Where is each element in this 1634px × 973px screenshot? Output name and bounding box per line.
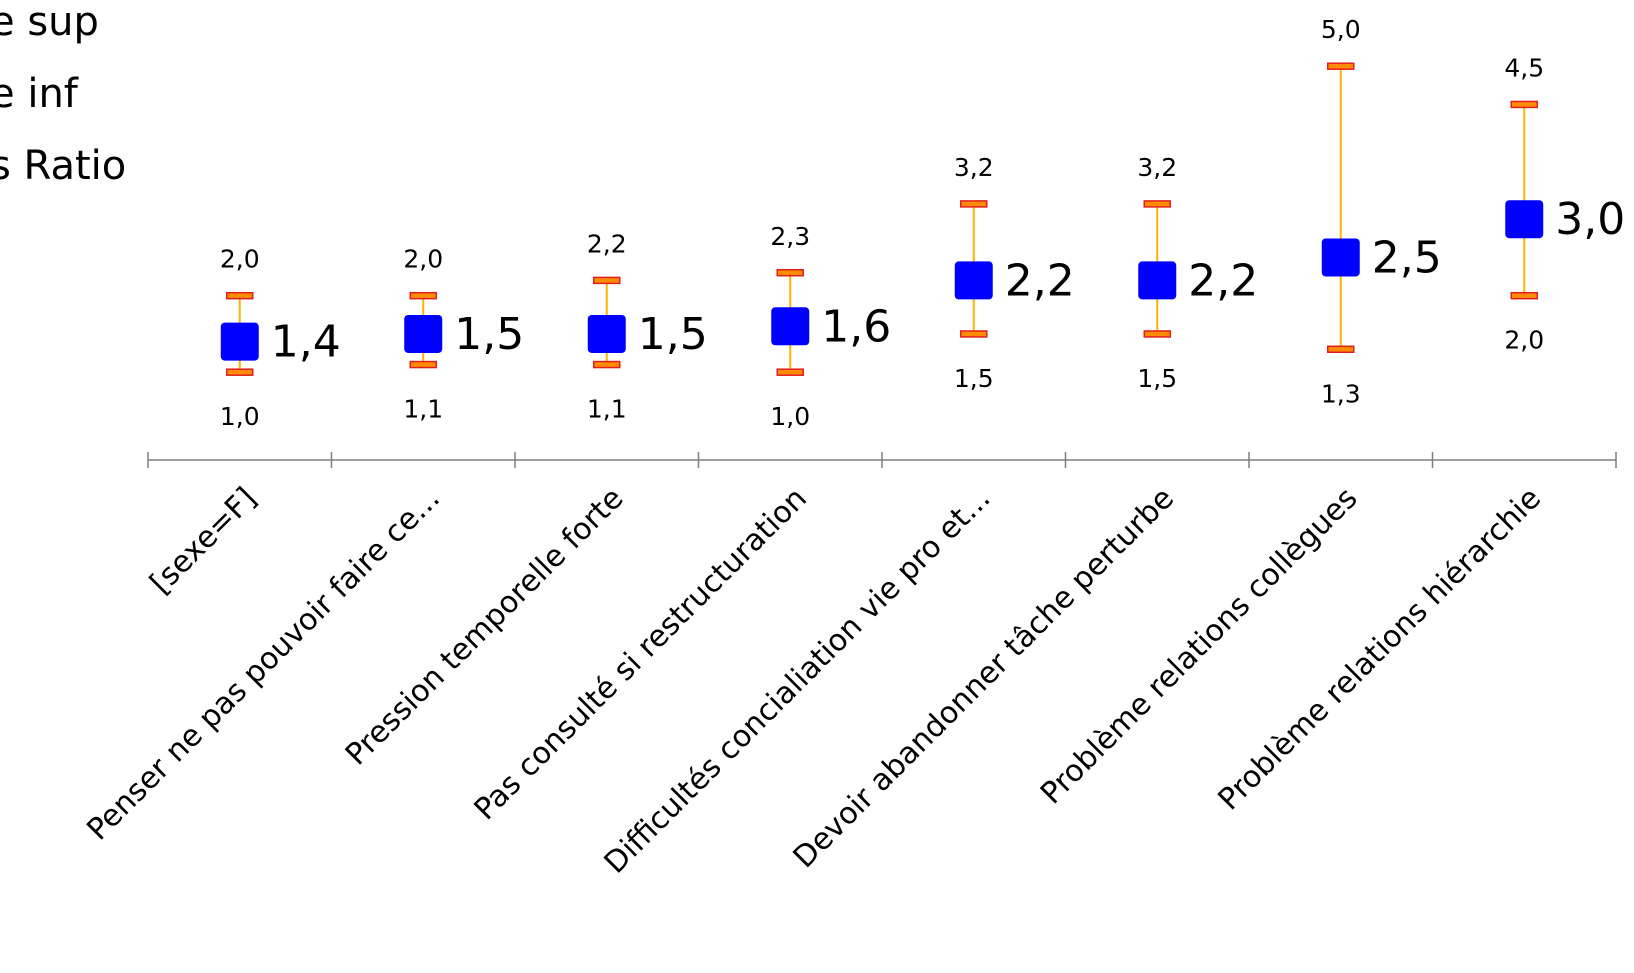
upper-cap [1143,200,1171,208]
ratio-value-label: 3,0 [1555,194,1625,245]
ratio-value-label: 2,2 [1005,255,1075,306]
legend: e sup e inf s Ratio [0,0,126,189]
upper-cap [409,291,437,300]
lower-value-label: 1,1 [403,395,443,424]
lower-cap [1143,330,1171,338]
ratio-value-label: 1,5 [454,309,524,360]
upper-value-label: 3,2 [954,153,994,182]
x-tick-label: Problème relations hiérarchie [1212,481,1548,817]
lower-cap [226,368,254,376]
x-tick-label: Difficultés concialiation vie pro et... [598,481,998,881]
ratio-markers [220,200,1544,361]
upper-cap [1510,100,1538,109]
x-axis: [sexe=F]Penser ne pas pouvoir faire ce..… [80,452,1617,881]
upper-value-label: 2,0 [220,245,260,274]
ratio-marker [220,322,259,361]
upper-value-label: 3,2 [1137,153,1177,182]
upper-value-label: 4,5 [1504,53,1544,82]
lower-cap [776,368,804,376]
lower-value-label: 1,5 [954,364,994,393]
lower-cap [960,330,988,338]
upper-value-label: 2,2 [587,229,627,258]
ratio-marker [1321,238,1360,277]
lower-value-label: 1,1 [587,395,627,424]
lower-cap [1327,345,1355,353]
upper-value-label: 2,3 [770,222,810,251]
ratio-marker [771,307,810,346]
upper-cap [960,200,988,208]
ratio-value-label: 1,4 [271,317,341,368]
ratio-marker [404,314,443,353]
ratio-value-label: 1,6 [821,301,891,352]
lower-cap [409,360,437,369]
x-tick-label: Pas consulté si restructuration [468,481,814,827]
lower-cap [593,360,621,369]
x-tick-label: [sexe=F] [143,481,263,601]
lower-value-label: 1,5 [1137,364,1177,393]
x-tick-label: Problème relations collègues [1034,481,1364,811]
legend-entry: e inf [0,71,79,117]
upper-cap [1327,62,1355,70]
ratio-value-label: 2,2 [1188,255,1258,306]
x-tick-label: Penser ne pas pouvoir faire ce... [80,481,446,847]
upper-cap [776,269,804,277]
ratio-marker [1505,200,1544,239]
legend-entry: s Ratio [0,143,126,189]
lower-value-label: 1,0 [770,402,810,431]
ratio-value-label: 2,5 [1372,232,1442,283]
lower-cap [1510,291,1538,300]
data-labels: 2,0 1,0 1,4 2,0 1,1 1,5 2,2 1,1 1,5 2,3 1,0 1,6 3,2 1… [220,15,1625,431]
ratio-value-label: 1,5 [638,309,708,360]
lower-value-label: 2,0 [1504,326,1544,355]
ratio-marker [587,314,626,353]
upper-cap [593,276,621,285]
error-bars [226,62,1538,376]
x-tick-label: Devoir abandonner tâche perturbe [787,481,1181,875]
upper-value-label: 2,0 [403,245,443,274]
lower-value-label: 1,0 [220,402,260,431]
lower-value-label: 1,3 [1321,379,1361,408]
upper-cap [226,291,254,300]
upper-value-label: 5,0 [1321,15,1361,44]
ratio-marker [1138,261,1177,300]
legend-entry: e sup [0,0,99,45]
ratio-marker [954,261,993,300]
